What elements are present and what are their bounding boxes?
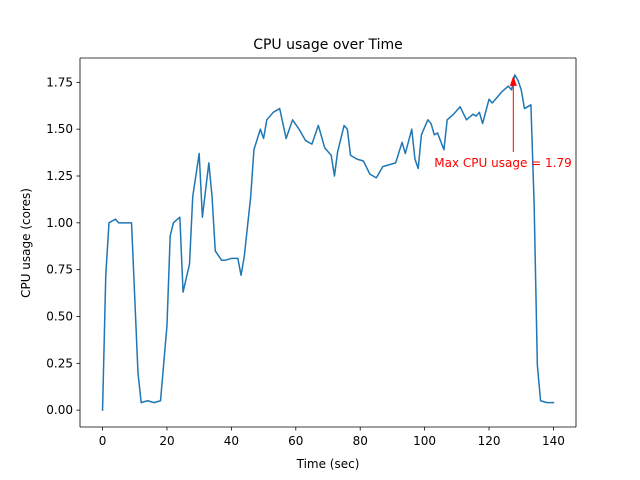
x-axis-ticks: 0 20 40 60 80 100 120 140	[99, 427, 565, 448]
y-tick-label: 1.75	[46, 75, 73, 89]
y-axis-label: CPU usage (cores)	[19, 188, 33, 298]
y-tick-label: 1.50	[46, 122, 73, 136]
x-tick-label: 0	[99, 434, 107, 448]
x-tick-label: 120	[478, 434, 501, 448]
y-axis-ticks: 0.00 0.25 0.50 0.75 1.00 1.25 1.50 1.75	[46, 75, 80, 417]
y-tick-label: 1.00	[46, 216, 73, 230]
x-tick-label: 100	[413, 434, 436, 448]
x-tick-label: 60	[288, 434, 303, 448]
y-tick-label: 0.50	[46, 309, 73, 323]
plot-frame	[79, 57, 577, 428]
y-tick-label: 0.75	[46, 263, 73, 277]
y-tick-label: 0.25	[46, 356, 73, 370]
y-tick-label: 1.25	[46, 169, 73, 183]
y-tick-label: 0.00	[46, 403, 73, 417]
series-layer	[101, 74, 555, 411]
plot-area	[80, 58, 576, 427]
annotation-arrow-head	[509, 75, 517, 86]
x-axis-label: Time (sec)	[296, 457, 360, 471]
annotation-text: Max CPU usage = 1.79	[434, 156, 571, 170]
series-line-0	[101, 74, 555, 411]
x-tick-label: 140	[542, 434, 565, 448]
x-tick-label: 80	[353, 434, 368, 448]
annotation-layer: Max CPU usage = 1.79	[434, 75, 572, 170]
x-tick-label: 40	[224, 434, 239, 448]
chart-title: CPU usage over Time	[253, 37, 403, 53]
x-tick-label: 20	[159, 434, 174, 448]
